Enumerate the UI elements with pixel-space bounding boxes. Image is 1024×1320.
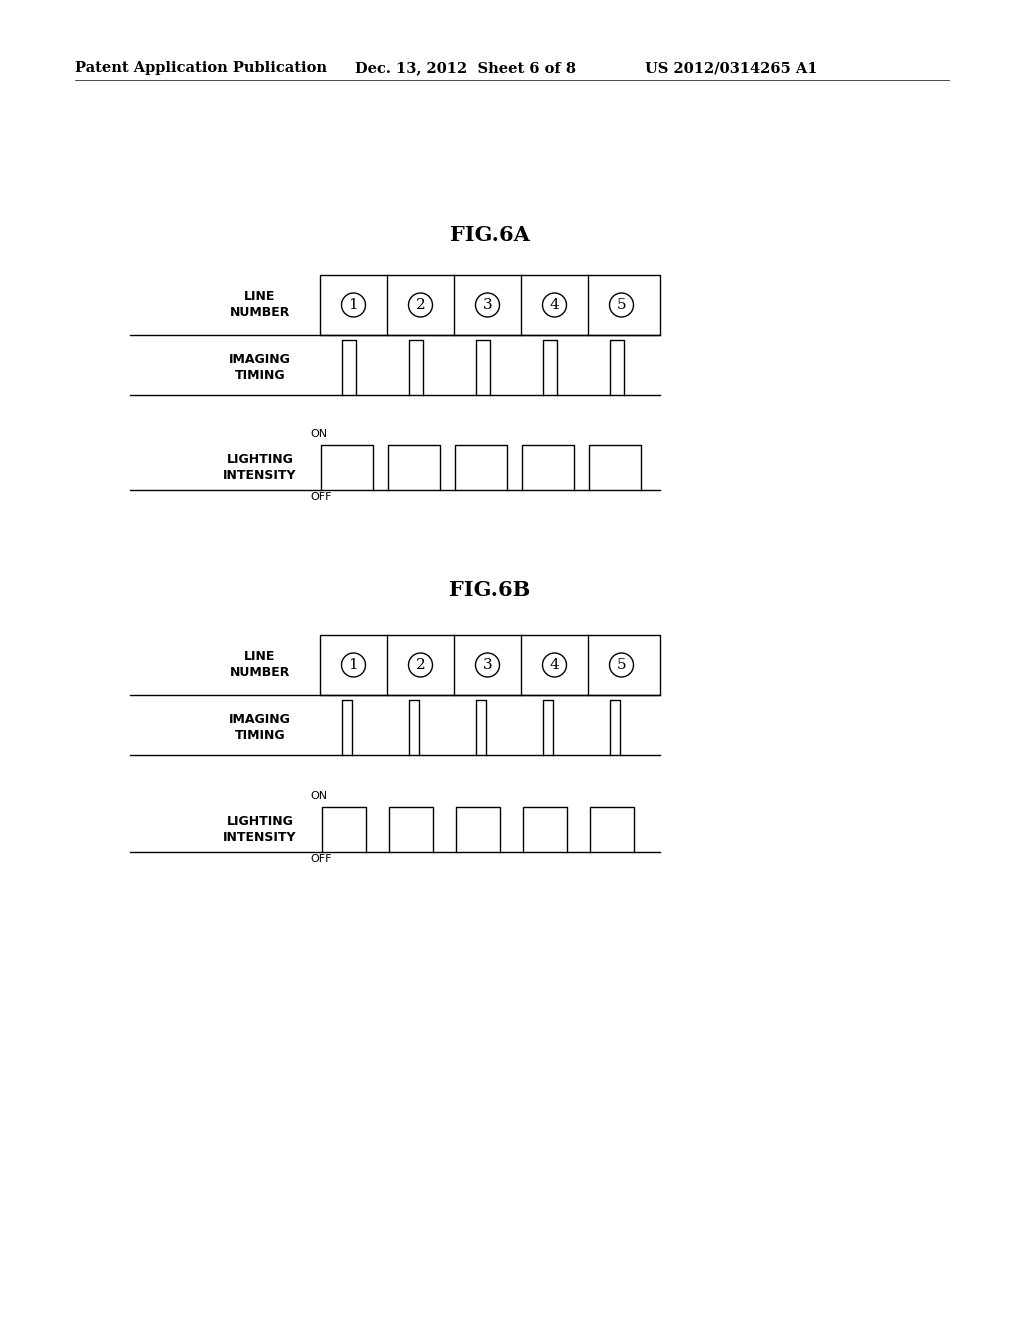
Circle shape	[609, 293, 634, 317]
Text: Patent Application Publication: Patent Application Publication	[75, 61, 327, 75]
Text: OFF: OFF	[310, 492, 332, 502]
Text: FIG.6A: FIG.6A	[451, 224, 530, 246]
Text: 1: 1	[348, 657, 358, 672]
Circle shape	[341, 653, 366, 677]
Text: ON: ON	[310, 791, 327, 801]
Text: OFF: OFF	[310, 854, 332, 865]
Text: IMAGING
TIMING: IMAGING TIMING	[229, 713, 291, 742]
Text: IMAGING
TIMING: IMAGING TIMING	[229, 352, 291, 381]
Text: 3: 3	[482, 657, 493, 672]
Circle shape	[543, 653, 566, 677]
Text: ON: ON	[310, 429, 327, 440]
Text: LINE
NUMBER: LINE NUMBER	[229, 651, 290, 680]
Text: LIGHTING
INTENSITY: LIGHTING INTENSITY	[223, 814, 297, 843]
Text: LINE
NUMBER: LINE NUMBER	[229, 290, 290, 319]
Circle shape	[609, 653, 634, 677]
Text: Dec. 13, 2012  Sheet 6 of 8: Dec. 13, 2012 Sheet 6 of 8	[355, 61, 575, 75]
Text: LIGHTING
INTENSITY: LIGHTING INTENSITY	[223, 453, 297, 482]
Text: 1: 1	[348, 298, 358, 312]
Bar	[319, 635, 660, 696]
Text: 5: 5	[616, 657, 627, 672]
Text: 5: 5	[616, 298, 627, 312]
Text: FIG.6B: FIG.6B	[450, 579, 530, 601]
Circle shape	[409, 653, 432, 677]
Text: 4: 4	[550, 298, 559, 312]
Text: 4: 4	[550, 657, 559, 672]
Text: 3: 3	[482, 298, 493, 312]
Circle shape	[409, 293, 432, 317]
Circle shape	[475, 293, 500, 317]
Circle shape	[543, 293, 566, 317]
Bar	[319, 275, 660, 335]
Text: 2: 2	[416, 298, 425, 312]
Text: US 2012/0314265 A1: US 2012/0314265 A1	[645, 61, 817, 75]
Text: 2: 2	[416, 657, 425, 672]
Circle shape	[341, 293, 366, 317]
Circle shape	[475, 653, 500, 677]
